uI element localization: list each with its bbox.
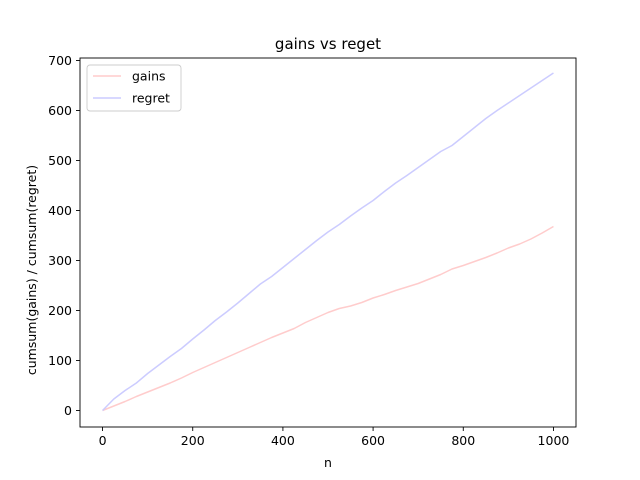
x-tick-label: 400: [271, 433, 295, 448]
y-tick-label: 400: [48, 203, 72, 218]
plot-area: [79, 57, 577, 428]
x-tick-label: 200: [181, 433, 205, 448]
y-tick-label: 500: [48, 153, 72, 168]
x-tick-label: 0: [99, 433, 107, 448]
x-tick-label: 800: [451, 433, 475, 448]
x-axis: 0 200 400 600 800 1000: [99, 427, 570, 448]
y-tick-label: 600: [48, 103, 72, 118]
x-axis-label: n: [324, 455, 332, 470]
plot-frame: [79, 57, 577, 428]
legend: gains regret: [86, 64, 182, 112]
series-line-gains: [102, 225, 554, 412]
chart-title: gains vs reget: [275, 35, 381, 53]
y-axis: 0 100 200 300 400 500 600 700: [48, 53, 80, 418]
y-tick-label: 0: [64, 403, 72, 418]
y-tick-label: 100: [48, 353, 72, 368]
x-tick-label: 600: [361, 433, 385, 448]
legend-label-gains: gains: [132, 69, 166, 84]
y-tick-label: 200: [48, 303, 72, 318]
x-tick-label: 1000: [538, 433, 570, 448]
y-axis-label: cumsum(gains) / cumsum(regret): [24, 165, 39, 375]
y-tick-label: 700: [48, 53, 72, 68]
legend-label-regret: regret: [132, 91, 170, 106]
y-tick-label: 300: [48, 253, 72, 268]
series-line-regret: [102, 72, 554, 412]
